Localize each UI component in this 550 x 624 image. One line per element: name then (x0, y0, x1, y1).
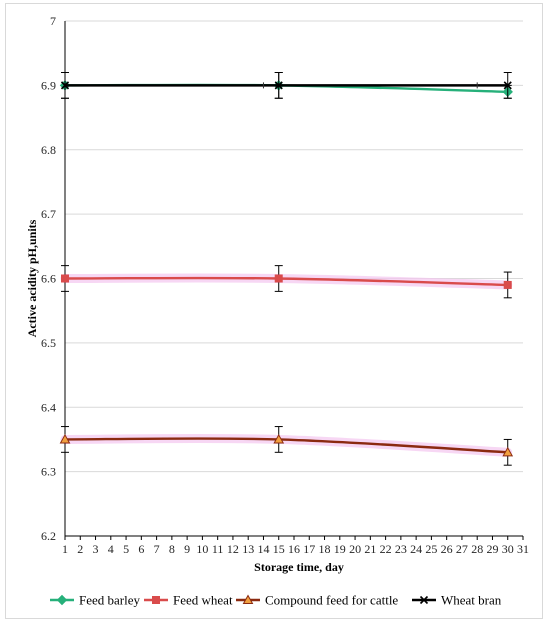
data-point (274, 274, 283, 283)
x-tick-label: 10 (196, 542, 208, 556)
legend-item: Compound feed for cattle (236, 593, 398, 608)
data-point (274, 81, 283, 90)
x-tick-label: 26 (441, 542, 453, 556)
x-tick-label: 4 (108, 542, 114, 556)
y-tick-label: 6.5 (41, 336, 56, 350)
x-tick-label: 15 (273, 542, 285, 556)
legend-label: Feed barley (79, 593, 141, 608)
data-point (273, 433, 285, 444)
legend-item: Wheat bran (412, 593, 502, 608)
x-tick-label: 30 (502, 542, 514, 556)
legend-swatch-marker (242, 594, 254, 604)
legend-swatch-marker (152, 596, 160, 604)
x-tick-label: 17 (303, 542, 315, 556)
y-tick-label: 7 (50, 14, 56, 28)
data-point (503, 81, 512, 90)
chart-frame (5, 3, 543, 619)
y-tick-label: 6.2 (41, 529, 56, 543)
y-tick-label: 6.7 (41, 207, 56, 221)
x-tick-label: 8 (169, 542, 175, 556)
series-compound-feed-for-cattle (59, 426, 514, 466)
y-tick-label: 6.6 (41, 272, 56, 286)
y-tick-label: 6.8 (41, 143, 56, 157)
x-tick-label: 25 (425, 542, 437, 556)
x-tick-label: 14 (257, 542, 269, 556)
x-tick-label: 1 (62, 542, 68, 556)
legend-label: Feed wheat (173, 593, 233, 608)
legend-label: Wheat bran (441, 593, 502, 608)
legend-item: Feed wheat (144, 593, 233, 608)
x-tick-label: 19 (334, 542, 346, 556)
x-tick-label: 11 (212, 542, 224, 556)
y-axis-title: Active acidity pH,units (25, 219, 39, 337)
legend-swatch-marker (56, 594, 68, 606)
data-point (61, 274, 69, 283)
y-tick-label: 6.3 (41, 465, 56, 479)
x-tick-label: 3 (93, 542, 99, 556)
legend-label: Compound feed for cattle (265, 593, 398, 608)
x-tick-label: 22 (380, 542, 392, 556)
x-tick-label: 29 (486, 542, 498, 556)
data-point (502, 446, 514, 457)
x-tick-label: 21 (364, 542, 376, 556)
x-tick-label: 27 (456, 542, 468, 556)
x-tick-label: 2 (77, 542, 83, 556)
legend-item: Feed barley (50, 593, 141, 608)
series-wheat-bran (60, 72, 512, 99)
x-tick-label: 9 (184, 542, 190, 556)
y-tick-label: 6.9 (41, 78, 56, 92)
x-tick-label: 6 (138, 542, 144, 556)
x-tick-label: 12 (227, 542, 239, 556)
data-point (60, 81, 70, 90)
x-tick-label: 7 (154, 542, 160, 556)
x-tick-label: 23 (395, 542, 407, 556)
x-tick-label: 5 (123, 542, 129, 556)
x-tick-label: 24 (410, 542, 422, 556)
x-tick-label: 20 (349, 542, 361, 556)
x-tick-label: 31 (517, 542, 529, 556)
x-axis-title: Storage time, day (254, 560, 344, 574)
y-tick-label: 6.4 (41, 400, 56, 414)
legend-swatch-marker (419, 595, 429, 605)
x-tick-label: 16 (288, 542, 300, 556)
x-tick-label: 13 (242, 542, 254, 556)
data-point (59, 433, 71, 444)
x-tick-label: 28 (471, 542, 483, 556)
x-tick-label: 18 (319, 542, 331, 556)
data-point (503, 280, 512, 289)
series-feed-wheat (60, 265, 513, 299)
